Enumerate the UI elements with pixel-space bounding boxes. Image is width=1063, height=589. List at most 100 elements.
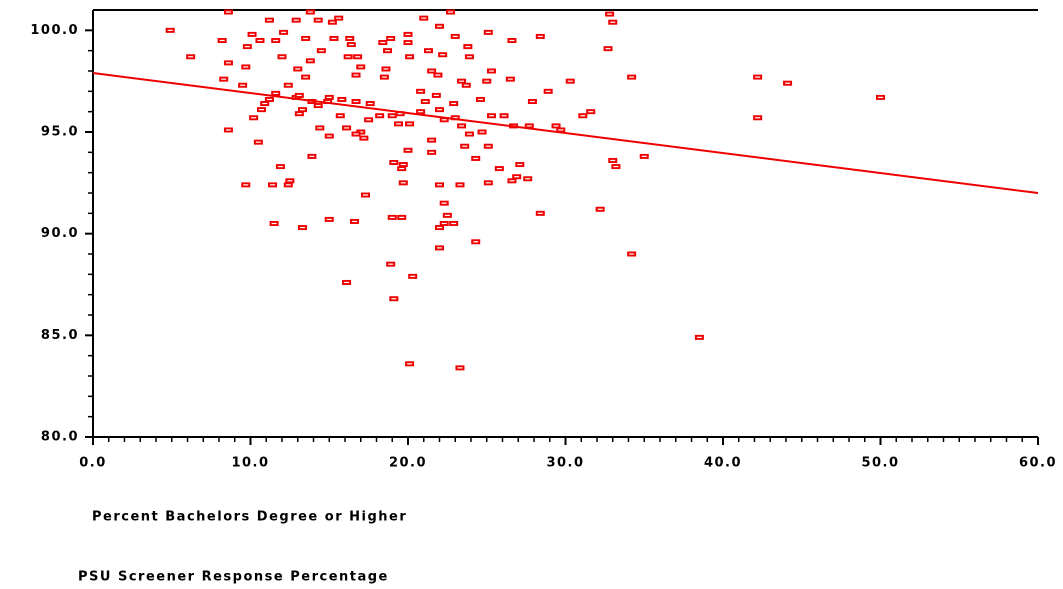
point [342, 125, 352, 131]
point [342, 279, 352, 285]
point [334, 15, 344, 21]
point [394, 121, 404, 127]
point [433, 72, 443, 78]
point [435, 182, 444, 188]
point [876, 94, 885, 100]
fit-line [92, 72, 1039, 194]
point [223, 60, 233, 66]
point [217, 38, 227, 43]
point [389, 160, 399, 165]
point [463, 44, 473, 50]
point [505, 76, 515, 82]
point [408, 273, 418, 279]
point [397, 214, 407, 220]
point [608, 157, 618, 163]
point [387, 214, 397, 220]
point [483, 180, 493, 186]
point [416, 88, 426, 94]
point [268, 182, 278, 188]
point [499, 113, 509, 119]
point [223, 127, 233, 133]
point [486, 68, 496, 74]
point [356, 64, 366, 70]
point [271, 90, 281, 96]
point [285, 178, 295, 184]
point [435, 225, 444, 231]
point [449, 101, 459, 107]
point [264, 96, 274, 102]
point [471, 155, 481, 161]
point [483, 29, 493, 35]
point [464, 54, 474, 60]
point [364, 117, 374, 123]
point [457, 78, 467, 84]
point [345, 35, 355, 41]
point [435, 23, 444, 29]
point [753, 74, 763, 80]
point [457, 123, 467, 129]
point [249, 115, 259, 121]
point [291, 17, 301, 23]
point [586, 109, 596, 115]
point [351, 99, 361, 104]
point [375, 113, 385, 119]
point [535, 33, 545, 39]
point [460, 143, 470, 149]
point [186, 54, 196, 60]
point [307, 153, 317, 159]
point [464, 131, 474, 137]
point [403, 31, 413, 37]
point [475, 96, 485, 102]
point [219, 76, 229, 82]
x-tick-label: 60.0 [1019, 456, 1057, 471]
point [313, 103, 323, 109]
point [455, 182, 465, 188]
point [297, 225, 307, 231]
point [383, 48, 393, 54]
point [257, 107, 267, 113]
point [260, 101, 270, 107]
point [277, 54, 287, 60]
point [578, 113, 588, 119]
point [386, 35, 396, 41]
point [527, 99, 537, 104]
point [403, 40, 413, 46]
point [439, 117, 449, 123]
point [435, 107, 444, 113]
point [419, 15, 429, 21]
point [507, 178, 517, 184]
point [335, 113, 345, 119]
x-tick-label: 20.0 [389, 456, 427, 471]
point [283, 82, 293, 88]
point [387, 113, 397, 119]
point [431, 92, 441, 98]
point [512, 174, 522, 180]
point [346, 42, 356, 48]
point [327, 19, 337, 25]
point [293, 66, 303, 72]
point [337, 96, 347, 102]
point [294, 111, 304, 117]
point [455, 365, 465, 371]
point [427, 68, 437, 74]
point [343, 54, 353, 60]
point [349, 218, 359, 224]
point [515, 162, 525, 168]
point [324, 216, 334, 222]
point [427, 149, 437, 155]
point [247, 31, 257, 37]
point [556, 127, 566, 133]
y-tick-label: 100.0 [30, 23, 79, 38]
y-tick-label: 95.0 [41, 125, 79, 140]
point [450, 115, 460, 121]
point [523, 176, 533, 182]
point [398, 162, 408, 168]
point [605, 11, 615, 17]
point [305, 9, 315, 15]
point [324, 94, 334, 100]
point [313, 17, 323, 23]
point [353, 54, 363, 60]
y-axis-title: PSU Screener Response Percentage [78, 570, 389, 585]
